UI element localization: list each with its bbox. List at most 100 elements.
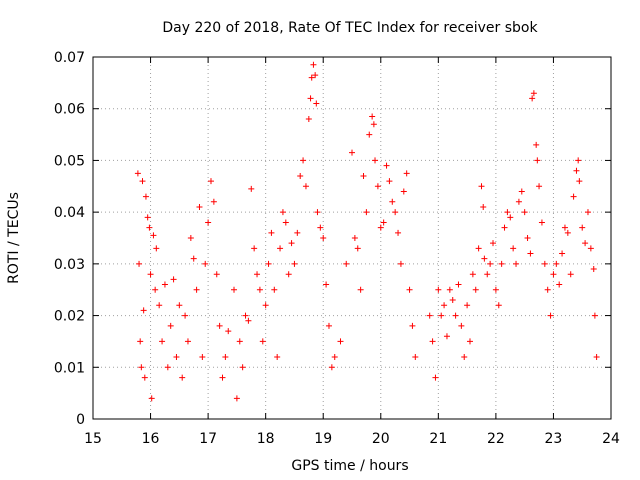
data-point (579, 224, 586, 231)
data-point (443, 333, 450, 340)
data-point (389, 198, 396, 205)
data-point (466, 338, 473, 345)
data-point (576, 178, 583, 185)
y-axis-title: ROTI / TECUs (6, 192, 22, 284)
data-point (173, 353, 180, 360)
plot-frame (92, 56, 612, 420)
data-point (487, 260, 494, 267)
data-point (202, 260, 209, 267)
data-point (429, 338, 436, 345)
data-point (310, 61, 317, 68)
data-point (161, 281, 168, 288)
data-point (449, 297, 456, 304)
x-tick-label: 15 (84, 431, 102, 447)
data-point (518, 188, 525, 195)
data-point (593, 353, 600, 360)
y-tick-label: 0.05 (54, 153, 85, 169)
data-point (251, 245, 258, 252)
data-point (464, 302, 471, 309)
data-point (392, 209, 399, 216)
x-tick-label: 19 (314, 431, 332, 447)
data-point (481, 255, 488, 262)
data-point (550, 271, 557, 278)
data-point (325, 322, 332, 329)
data-point (308, 74, 315, 81)
data-point (187, 235, 194, 241)
data-point (225, 328, 232, 335)
chart-title: Day 220 of 2018, Rate Of TEC Index for r… (162, 20, 538, 36)
data-point (233, 395, 240, 402)
data-point (300, 157, 307, 164)
data-points (134, 61, 600, 402)
data-point (366, 131, 373, 138)
data-point (529, 95, 536, 102)
data-point (297, 172, 304, 179)
data-point (498, 260, 505, 267)
data-point (510, 245, 517, 252)
data-point (564, 229, 571, 236)
data-point (438, 312, 445, 319)
data-point (492, 286, 499, 293)
data-point (279, 209, 286, 216)
data-point (349, 149, 355, 156)
data-point (582, 240, 589, 247)
data-point (377, 224, 384, 231)
data-point (302, 183, 309, 190)
data-point (455, 281, 462, 288)
data-point (176, 302, 183, 309)
data-point (534, 157, 541, 164)
data-point (591, 312, 598, 319)
data-point (271, 286, 278, 293)
data-point (536, 183, 543, 190)
data-point (403, 170, 410, 177)
data-point (245, 317, 252, 324)
data-point (219, 374, 226, 381)
data-point (490, 240, 497, 247)
data-point (426, 312, 433, 319)
data-point (541, 260, 548, 267)
data-point (484, 271, 491, 278)
data-point (495, 302, 502, 309)
data-point (513, 260, 520, 267)
data-point (530, 90, 537, 97)
data-point (374, 183, 381, 190)
y-tick-label: 0 (76, 412, 85, 428)
y-tick-label: 0.07 (54, 50, 85, 66)
x-tick-label: 20 (372, 431, 390, 447)
data-point (432, 374, 439, 381)
data-point (182, 312, 189, 319)
data-point (556, 281, 563, 288)
data-point (179, 374, 186, 381)
data-point (400, 188, 407, 195)
data-point (363, 209, 370, 216)
data-point (515, 198, 522, 205)
y-axis: 0 0.01 0.02 0.03 0.04 0.05 0.06 0.07 (54, 50, 611, 428)
data-point (210, 198, 217, 205)
data-point (331, 353, 338, 360)
data-point (153, 245, 160, 252)
y-tick-label: 0.03 (54, 257, 85, 273)
data-point (383, 162, 390, 169)
data-point (139, 178, 146, 185)
data-point (328, 364, 335, 371)
data-point (547, 312, 554, 319)
data-point (236, 338, 243, 345)
data-point (357, 286, 364, 293)
data-point (146, 224, 153, 231)
data-point (553, 260, 560, 267)
data-point (317, 224, 324, 231)
x-tick-label: 16 (142, 431, 160, 447)
y-tick-label: 0.01 (54, 360, 85, 376)
data-point (478, 183, 485, 190)
data-point (282, 219, 289, 226)
data-point (312, 72, 319, 79)
data-point (475, 245, 482, 252)
data-point (199, 353, 206, 360)
data-point (307, 95, 314, 102)
data-point (369, 113, 376, 120)
data-point (156, 302, 163, 309)
data-point (313, 100, 320, 107)
data-point (441, 302, 448, 309)
data-point (395, 229, 402, 236)
data-point (193, 286, 200, 293)
